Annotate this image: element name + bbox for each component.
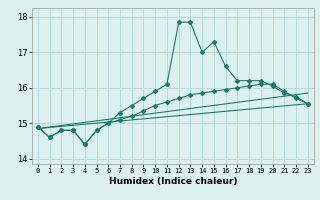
X-axis label: Humidex (Indice chaleur): Humidex (Indice chaleur) <box>108 177 237 186</box>
